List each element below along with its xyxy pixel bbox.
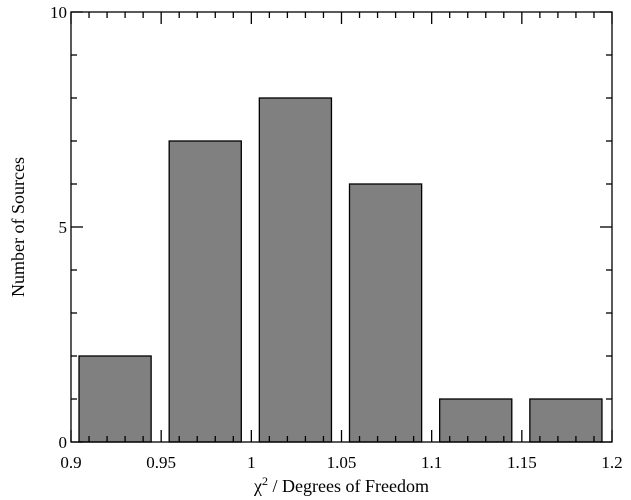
- histogram-bar-6: [529, 398, 603, 443]
- y-tick-label: 10: [50, 3, 67, 22]
- x-tick-label: 1.2: [601, 453, 622, 472]
- histogram-bar-1: [78, 355, 152, 443]
- x-tick-label: 0.95: [146, 453, 176, 472]
- x-tick-label: 1.15: [507, 453, 537, 472]
- histogram-bar-4: [348, 183, 423, 443]
- y-tick-label: 0: [59, 433, 68, 452]
- histogram-bar-3: [258, 97, 333, 443]
- ticks-group: [70, 11, 613, 443]
- x-tick-label: 1.05: [327, 453, 357, 472]
- x-axis-title-suffix: / Degrees of Freedom: [268, 476, 429, 496]
- y-tick-label: 5: [59, 218, 68, 237]
- plot-frame: [70, 11, 613, 443]
- y-axis-title: Number of Sources: [8, 157, 28, 297]
- tick-labels-group: 0.9 0.95 1 1.05 1.1 1.15 1.2 0 5 10: [50, 3, 623, 472]
- x-axis-title-sup: 2: [262, 474, 268, 488]
- x-tick-label: 1: [247, 453, 256, 472]
- x-tick-label: 1.1: [421, 453, 442, 472]
- histogram-bar-5: [439, 398, 513, 443]
- histogram-bar-2: [168, 140, 242, 443]
- x-tick-label: 0.9: [60, 453, 81, 472]
- x-axis-title-prefix: χ: [253, 476, 262, 496]
- x-axis-title: χ2 / Degrees of Freedom: [253, 474, 429, 496]
- bars-group: [78, 97, 603, 443]
